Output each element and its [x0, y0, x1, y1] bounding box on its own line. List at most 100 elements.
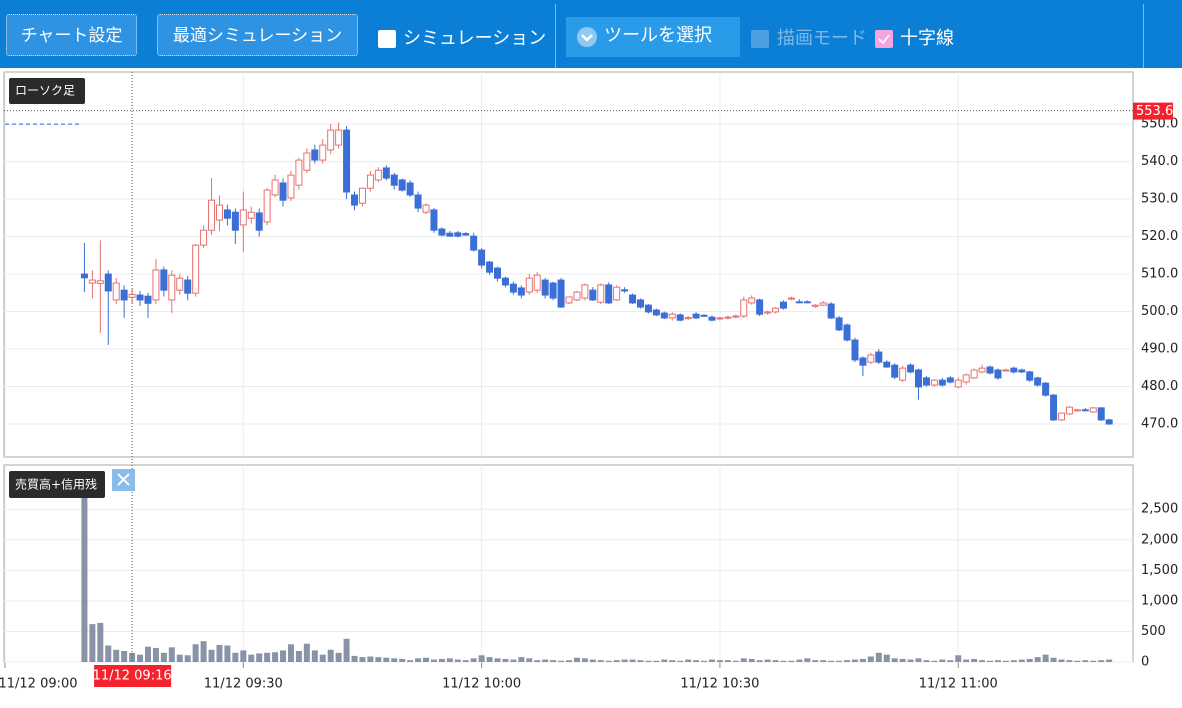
y-tick-label: 490.0 [1141, 342, 1178, 357]
chart-settings-button[interactable]: チャート設定 [6, 14, 137, 56]
volume-bar [303, 643, 310, 662]
candle-body [946, 377, 954, 383]
volume-panel-label: 売買高+信用残 [15, 477, 97, 492]
volume-bar [558, 660, 565, 662]
candle-body [1010, 367, 1018, 373]
candle-body [1026, 371, 1034, 381]
crosshair-checkbox[interactable] [875, 30, 893, 48]
volume-bar [137, 654, 144, 662]
volume-bar [1042, 654, 1049, 662]
candle-body [597, 284, 605, 303]
candle-body [335, 129, 343, 146]
volume-bar [867, 656, 874, 662]
candle-body [557, 279, 565, 308]
volume-bar [518, 657, 525, 662]
candle-body [192, 244, 200, 294]
volume-bar [1074, 660, 1081, 662]
volume-bar [907, 659, 914, 662]
crosshair-label[interactable]: 十字線 [900, 28, 954, 49]
volume-bar [820, 660, 827, 662]
volume-bar [566, 660, 572, 662]
price-panel-label: ローソク足 [15, 84, 75, 98]
candle-body [176, 277, 184, 291]
volume-bar [375, 657, 382, 662]
volume-bar [534, 660, 541, 662]
crosshair-price-box [1133, 102, 1173, 120]
candle-body [478, 249, 486, 266]
candle-body [613, 286, 621, 301]
candle-body [1042, 382, 1050, 396]
candle-body [184, 279, 192, 294]
y-tick-label: 470.0 [1141, 417, 1178, 432]
volume-bar [923, 660, 930, 662]
volume-bar [971, 658, 978, 662]
candle-body [891, 364, 899, 378]
candle-body [112, 282, 120, 301]
volume-bar [97, 622, 104, 662]
candle-body [88, 279, 96, 284]
volume-bar [701, 660, 708, 662]
candle-body [962, 374, 970, 383]
candle-body [779, 301, 787, 309]
candle-body [374, 169, 382, 181]
volume-bar [915, 658, 922, 662]
candle-body [382, 167, 390, 179]
volume-bar [1066, 660, 1073, 662]
volume-bar [295, 651, 302, 662]
candle-body [772, 307, 780, 313]
candle-body [1050, 394, 1058, 421]
candle-body [327, 129, 335, 151]
close-button[interactable] [112, 469, 135, 491]
candle-body [915, 369, 923, 388]
volume-bar [192, 644, 199, 662]
candle-body [668, 313, 676, 319]
volume-bar [526, 658, 533, 662]
volume-bar [812, 660, 819, 662]
tool-select-label: ツールを選択 [604, 25, 712, 46]
volume-bar [1058, 659, 1065, 662]
x-tick-label: 11/12 10:00 [442, 677, 521, 692]
candle-body [803, 301, 811, 304]
volume-bar [629, 659, 636, 662]
candle-body [311, 149, 319, 161]
volume-bar [391, 658, 398, 662]
volume-bar [1010, 660, 1017, 662]
candle-body [605, 284, 613, 304]
volume-bar [637, 660, 644, 662]
volume-bar [105, 645, 112, 662]
y-tick-label: 530.0 [1141, 192, 1178, 207]
volume-bar [176, 654, 183, 662]
x-tick-label: 11/12 10:30 [680, 677, 759, 692]
volume-bar [367, 656, 374, 662]
y-tick-label: 0 [1141, 655, 1149, 670]
candle-body [581, 284, 589, 299]
candle-body [1018, 369, 1026, 373]
volume-bar [669, 660, 676, 662]
candle-body [446, 232, 454, 237]
volume-bar [351, 655, 358, 662]
simulation-checkbox[interactable] [378, 30, 396, 48]
candle-body [938, 379, 946, 386]
y-tick-label: 500 [1141, 624, 1166, 639]
tool-select-dropdown[interactable]: ツールを選択 [566, 17, 740, 57]
candle-body [271, 179, 279, 196]
volume-bar [597, 660, 604, 662]
volume-bar [280, 650, 287, 662]
candle-body [692, 313, 700, 319]
volume-bar [883, 654, 890, 662]
simulation-label[interactable]: シミュレーション [403, 28, 547, 49]
candle-body [716, 317, 724, 320]
volume-bar [1018, 659, 1025, 662]
volume-bar [581, 658, 588, 662]
volume-bar [955, 655, 962, 662]
volume-bar [478, 655, 485, 662]
volume-bar [875, 652, 882, 662]
candle-body [986, 366, 994, 374]
candle-body [470, 235, 478, 251]
candle-body [533, 274, 541, 291]
optimize-button[interactable]: 最適シミュレーション [157, 14, 358, 56]
volume-bar [836, 660, 843, 662]
y-tick-label: 500.0 [1141, 304, 1178, 319]
volume-bar [486, 657, 493, 662]
candle-body [787, 297, 795, 300]
